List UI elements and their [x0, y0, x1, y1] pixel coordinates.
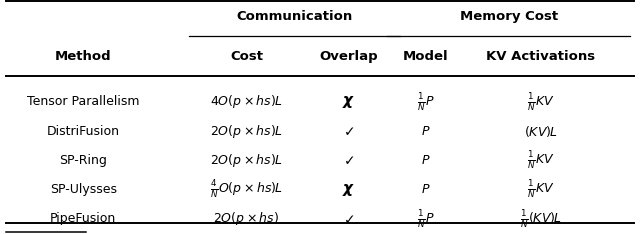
Text: $\frac{1}{N}(KV)L$: $\frac{1}{N}(KV)L$	[520, 208, 562, 230]
Text: Cost: Cost	[230, 50, 263, 63]
Text: $\frac{1}{N}P$: $\frac{1}{N}P$	[417, 91, 435, 113]
Text: $\checkmark$: $\checkmark$	[343, 124, 355, 138]
Text: Method: Method	[55, 50, 111, 63]
Text: $P$: $P$	[421, 154, 430, 167]
Text: $(KV)L$: $(KV)L$	[524, 124, 557, 139]
Text: SP-Ulysses: SP-Ulysses	[50, 183, 116, 196]
Text: $\boldsymbol{\chi}$: $\boldsymbol{\chi}$	[342, 182, 355, 197]
Text: $4O(p \times hs)L$: $4O(p \times hs)L$	[210, 93, 283, 110]
Text: $\frac{1}{N}KV$: $\frac{1}{N}KV$	[527, 91, 555, 113]
Text: Model: Model	[403, 50, 449, 63]
Text: $\frac{1}{N}P$: $\frac{1}{N}P$	[417, 208, 435, 230]
Text: Overlap: Overlap	[319, 50, 378, 63]
Text: Tensor Parallelism: Tensor Parallelism	[27, 95, 140, 108]
Text: Memory Cost: Memory Cost	[460, 10, 558, 23]
Text: $P$: $P$	[421, 183, 430, 196]
Text: DistriFusion: DistriFusion	[47, 124, 120, 138]
Text: $\frac{1}{N}KV$: $\frac{1}{N}KV$	[527, 149, 555, 171]
Text: $\frac{1}{N}KV$: $\frac{1}{N}KV$	[527, 179, 555, 201]
Text: $2O(p \times hs)L$: $2O(p \times hs)L$	[210, 152, 283, 169]
Text: Communication: Communication	[236, 10, 353, 23]
Text: KV Activations: KV Activations	[486, 50, 595, 63]
Text: $\checkmark$: $\checkmark$	[343, 212, 355, 226]
Text: $\boldsymbol{\chi}$: $\boldsymbol{\chi}$	[342, 94, 355, 110]
Text: $\frac{4}{N}O(p \times hs)L$: $\frac{4}{N}O(p \times hs)L$	[210, 179, 283, 201]
Text: $\checkmark$: $\checkmark$	[343, 153, 355, 167]
Text: $P$: $P$	[421, 124, 430, 138]
Text: PipeFusion: PipeFusion	[50, 212, 116, 225]
Text: $2O(p \times hs)L$: $2O(p \times hs)L$	[210, 123, 283, 139]
Text: $2O(p \times hs)$: $2O(p \times hs)$	[213, 210, 280, 227]
Text: SP-Ring: SP-Ring	[60, 154, 107, 167]
